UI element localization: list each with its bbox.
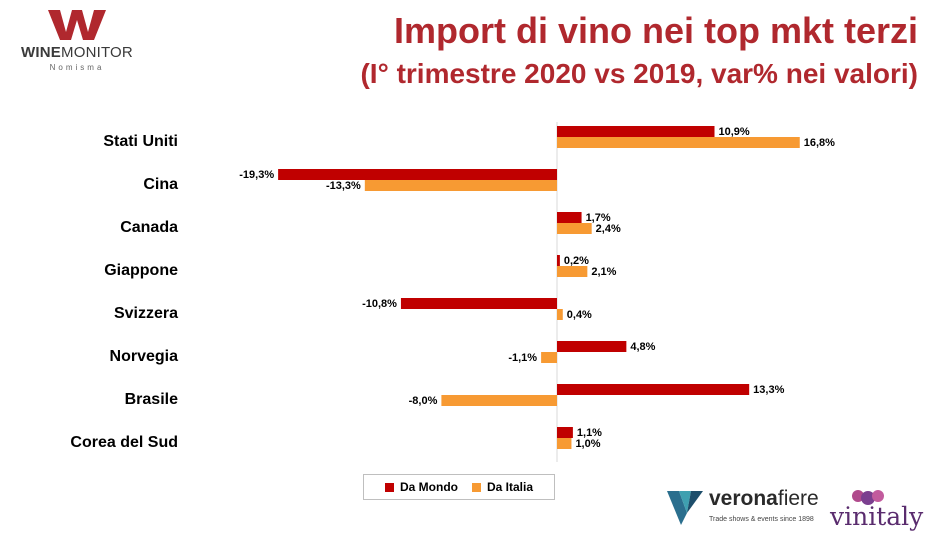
veronafiere-wordmark: veronafiere — [709, 487, 819, 510]
data-label-italia: -1,1% — [508, 352, 537, 364]
bar-mondo — [557, 427, 573, 438]
page-subtitle: (I° trimestre 2020 vs 2019, var% nei val… — [360, 58, 918, 89]
legend-swatch-italia — [471, 482, 481, 492]
data-label-mondo: 13,3% — [753, 384, 784, 396]
data-label-mondo: 10,9% — [719, 126, 750, 138]
bar-italia — [557, 309, 563, 320]
bar-italia — [557, 137, 800, 148]
vinitaly-logo: vinitaly — [830, 488, 940, 531]
category-label: Cina — [143, 176, 178, 193]
data-label-mondo: -19,3% — [239, 169, 274, 181]
category-label: Norvegia — [110, 348, 179, 365]
bar-mondo — [557, 212, 582, 223]
winemonitor-wordmark: WINEMONITOR — [21, 44, 133, 61]
veronafiere-mark-icon — [667, 491, 703, 525]
legend-swatch-mondo — [384, 482, 394, 492]
chart-legend: Da Mondo Da Italia — [363, 474, 555, 500]
category-label: Stati Uniti — [103, 133, 178, 150]
bar-mondo — [557, 126, 715, 137]
category-label: Canada — [120, 219, 178, 236]
category-label: Brasile — [125, 391, 178, 408]
category-label: Svizzera — [114, 305, 178, 322]
winemonitor-mark-icon — [48, 10, 106, 40]
data-label-italia: 2,4% — [596, 223, 621, 235]
bar-italia — [557, 266, 588, 277]
data-label-mondo: -10,8% — [362, 298, 397, 310]
data-label-italia: 0,4% — [567, 309, 592, 321]
page-title: Import di vino nei top mkt terzi — [393, 10, 918, 51]
data-label-italia: 1,0% — [575, 438, 600, 450]
vinitaly-grape-icon — [852, 490, 884, 505]
bar-italia — [541, 352, 557, 363]
data-label-italia: -13,3% — [326, 180, 361, 192]
bar-mondo — [557, 341, 627, 352]
data-label-mondo: 1,7% — [586, 212, 611, 224]
bar-mondo — [400, 298, 557, 309]
data-label-italia: -8,0% — [409, 395, 438, 407]
veronafiere-tagline: Trade shows & events since 1898 — [709, 516, 814, 523]
legend-item-italia: Da Italia — [471, 480, 534, 494]
data-label-mondo: 0,2% — [564, 255, 589, 267]
legend-label-mondo: Da Mondo — [399, 480, 458, 494]
bar-mondo — [557, 255, 560, 266]
bar-italia — [557, 438, 572, 449]
veronafiere-logo: veronafiere Trade shows & events since 1… — [665, 485, 835, 529]
legend-label-italia: Da Italia — [486, 480, 534, 494]
winemonitor-sub: Nomisma — [49, 63, 105, 72]
bar-italia — [557, 223, 592, 234]
winemonitor-logo: WINEMONITOR Nomisma — [12, 8, 142, 72]
bar-italia — [364, 180, 557, 191]
data-label-italia: 2,1% — [591, 266, 616, 278]
bar-italia — [441, 395, 557, 406]
bar-mondo — [557, 384, 750, 395]
category-label: Corea del Sud — [70, 434, 178, 451]
legend-item-mondo: Da Mondo — [384, 480, 458, 494]
data-label-mondo: 4,8% — [630, 341, 655, 353]
vinitaly-wordmark: vinitaly — [830, 502, 924, 531]
category-label: Giappone — [104, 262, 178, 279]
bar-mondo — [278, 169, 557, 180]
data-label-mondo: 1,1% — [577, 427, 602, 439]
data-label-italia: 16,8% — [804, 137, 835, 149]
